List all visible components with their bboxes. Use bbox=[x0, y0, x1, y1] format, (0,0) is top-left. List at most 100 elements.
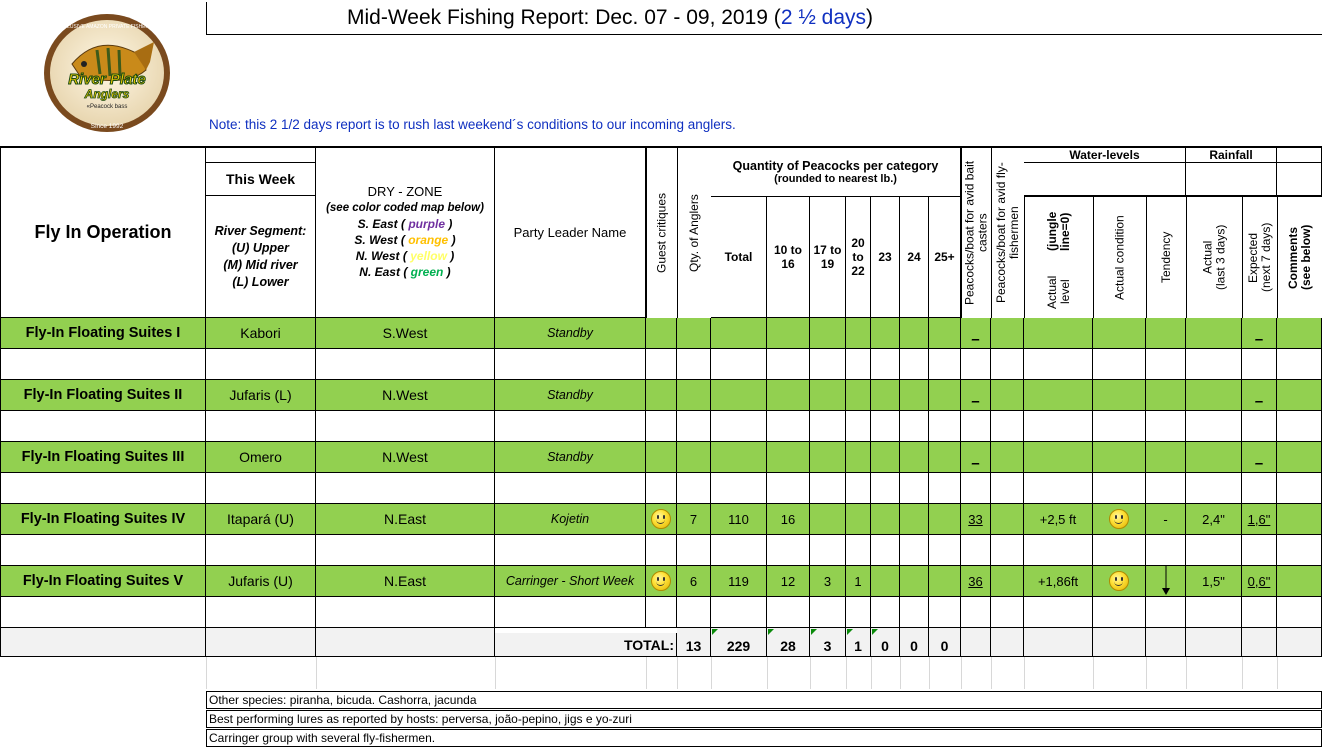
operation-name: Fly-In Floating Suites II bbox=[0, 380, 206, 411]
comments-header: Comments (see below) bbox=[1277, 196, 1322, 318]
blank-cell bbox=[871, 597, 900, 628]
river-segment: Jufaris (U) bbox=[206, 566, 316, 597]
blank-cell bbox=[871, 535, 900, 566]
rainfall-spacer bbox=[1186, 163, 1277, 196]
totals-category: 0 bbox=[900, 628, 929, 657]
blank-cell bbox=[810, 349, 846, 380]
svg-text:EXCLUSIVE AMAZON PRIVATE FISHE: EXCLUSIVE AMAZON PRIVATE FISHERIES bbox=[57, 24, 158, 30]
actual-condition bbox=[1093, 504, 1146, 535]
blank-cell bbox=[1186, 597, 1242, 628]
totals-blank bbox=[1093, 628, 1146, 657]
category-header: 10 to 16 bbox=[767, 197, 810, 318]
actual-level bbox=[1024, 318, 1093, 349]
blank-cell bbox=[846, 535, 871, 566]
smiley-icon bbox=[1109, 571, 1129, 591]
rainfall-header: Rainfall bbox=[1186, 147, 1277, 163]
bait-per-boat: _ bbox=[961, 318, 991, 349]
blank-cell bbox=[846, 597, 871, 628]
fly-per-boat bbox=[991, 380, 1024, 411]
blank-cell bbox=[316, 473, 495, 504]
blank-cell bbox=[1242, 597, 1277, 628]
category-count bbox=[929, 442, 961, 473]
comments bbox=[1277, 504, 1322, 535]
qty-anglers: 6 bbox=[677, 566, 711, 597]
footer-comment: Best performing lures as reported by hos… bbox=[206, 710, 1322, 728]
category-count bbox=[871, 442, 900, 473]
totals-blank bbox=[1277, 628, 1322, 657]
comments bbox=[1277, 380, 1322, 411]
fly-per-boat bbox=[991, 566, 1024, 597]
blank-cell bbox=[711, 597, 767, 628]
blank-cell bbox=[316, 411, 495, 442]
river-segment: Itapará (U) bbox=[206, 504, 316, 535]
category-count: 12 bbox=[767, 566, 810, 597]
tendency: - bbox=[1146, 504, 1186, 535]
bait-casters-header: Peacocks/boat for avid bait casters bbox=[961, 147, 991, 318]
actual-condition-header: Actual condition bbox=[1093, 196, 1146, 318]
fly-per-boat bbox=[991, 318, 1024, 349]
bait-per-boat: _ bbox=[961, 442, 991, 473]
blank-cell bbox=[810, 411, 846, 442]
blank-cell bbox=[810, 473, 846, 504]
operation-name: Fly-In Floating Suites IV bbox=[0, 504, 206, 535]
water-levels-spacer bbox=[1024, 163, 1186, 196]
blank-cell bbox=[1186, 411, 1242, 442]
qty-anglers: 7 bbox=[677, 504, 711, 535]
totals-blank bbox=[991, 628, 1024, 657]
blank-cell bbox=[206, 349, 316, 380]
blank-cell bbox=[929, 411, 961, 442]
blank-cell bbox=[711, 535, 767, 566]
blank-cell bbox=[206, 473, 316, 504]
dry-zone-title: DRY - ZONE bbox=[367, 184, 443, 199]
comments bbox=[1277, 318, 1322, 349]
category-count bbox=[846, 318, 871, 349]
dry-zone: N.West bbox=[316, 442, 495, 473]
blank-cell bbox=[0, 597, 206, 628]
category-count bbox=[871, 504, 900, 535]
category-count bbox=[900, 504, 929, 535]
river-segment-line: (L) Lower bbox=[232, 274, 289, 289]
blank-cell bbox=[900, 597, 929, 628]
category-count bbox=[900, 318, 929, 349]
rain-actual: 1,5" bbox=[1186, 566, 1242, 597]
blank-cell bbox=[1277, 535, 1322, 566]
blank-cell bbox=[495, 349, 646, 380]
blank-cell bbox=[677, 535, 711, 566]
actual-level bbox=[1024, 442, 1093, 473]
actual-level: +2,5 ft bbox=[1024, 504, 1093, 535]
blank-cell bbox=[900, 473, 929, 504]
category-count bbox=[846, 380, 871, 411]
blank-cell bbox=[1186, 473, 1242, 504]
zone-legend-item: N. East ( green ) bbox=[359, 265, 451, 279]
bait-per-boat: _ bbox=[961, 380, 991, 411]
svg-text:River Plate: River Plate bbox=[68, 71, 146, 88]
blank-cell bbox=[1277, 473, 1322, 504]
zone-legend-item: N. West ( yellow ) bbox=[355, 249, 455, 263]
blank-cell bbox=[646, 535, 677, 566]
blank-cell bbox=[206, 411, 316, 442]
totals-blank bbox=[206, 628, 316, 657]
rain-expected: _ bbox=[1242, 442, 1277, 473]
tendency bbox=[1146, 380, 1186, 411]
qty-anglers-header: Qty. of Anglers bbox=[677, 147, 711, 318]
blank-cell bbox=[961, 535, 991, 566]
river-segment-line: (U) Upper bbox=[232, 240, 289, 255]
blank-cell bbox=[846, 473, 871, 504]
smiley-icon bbox=[651, 571, 671, 591]
blank-cell bbox=[900, 411, 929, 442]
blank-cell bbox=[1093, 349, 1146, 380]
blank-cell bbox=[1146, 535, 1186, 566]
category-count bbox=[846, 504, 871, 535]
blank-cell bbox=[1242, 411, 1277, 442]
actual-condition bbox=[1093, 442, 1146, 473]
category-count bbox=[900, 442, 929, 473]
blank-cell bbox=[767, 349, 810, 380]
tendency bbox=[1146, 318, 1186, 349]
blank-cell bbox=[677, 473, 711, 504]
category-count bbox=[871, 566, 900, 597]
category-header: 23 bbox=[871, 197, 900, 318]
party-leader: Standby bbox=[495, 318, 646, 349]
blank-cell bbox=[929, 597, 961, 628]
blank-cell bbox=[0, 349, 206, 380]
tendency bbox=[1146, 566, 1186, 597]
